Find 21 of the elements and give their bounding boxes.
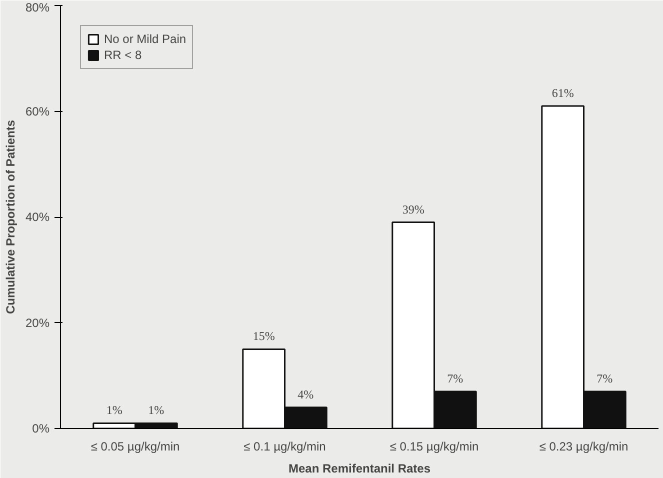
x-tick-label: ≤ 0.23 µg/kg/min xyxy=(539,440,628,454)
data-label: 39% xyxy=(402,202,424,216)
x-axis-title: Mean Remifentanil Rates xyxy=(288,462,431,476)
y-tick-label: 40% xyxy=(25,210,50,224)
y-tick-label: 20% xyxy=(25,316,50,330)
data-label: 1% xyxy=(106,403,122,418)
data-label: 4% xyxy=(298,387,314,402)
data-label: 7% xyxy=(447,371,464,386)
y-tick-label: 0% xyxy=(32,422,50,436)
y-tick-label: 60% xyxy=(25,104,50,118)
data-label: 7% xyxy=(596,371,613,386)
legend-label: No or Mild Pain xyxy=(104,32,186,46)
y-tick-label: 80% xyxy=(25,0,50,14)
data-label: 61% xyxy=(552,86,574,100)
data-label: 1% xyxy=(148,403,164,418)
x-tick-label: ≤ 0.1 µg/kg/min xyxy=(244,440,326,454)
y-axis-title: Cumulative Proportion of Patients xyxy=(3,120,18,314)
x-tick-label: ≤ 0.15 µg/kg/min xyxy=(390,440,479,454)
x-tick-label: ≤ 0.05 µg/kg/min xyxy=(90,440,180,454)
data-label: 15% xyxy=(252,329,275,344)
legend-label: RR < 8 xyxy=(104,48,142,62)
